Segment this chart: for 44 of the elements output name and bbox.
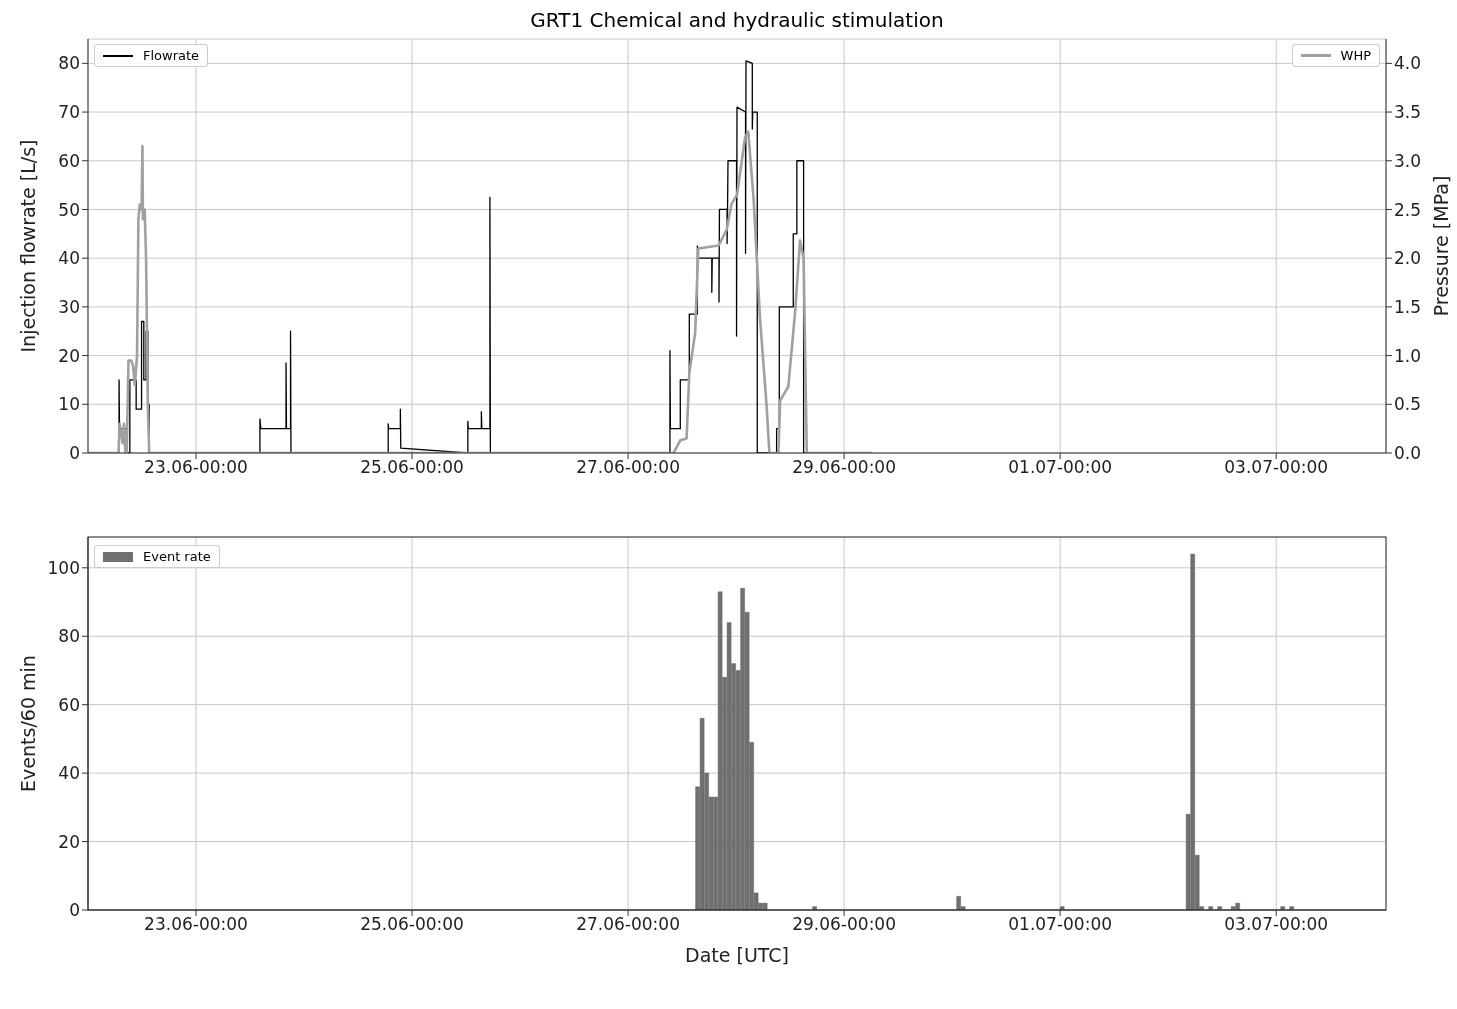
y2-tick-label: 0.0 xyxy=(1394,443,1422,464)
x-tick-label: 23.06-00:00 xyxy=(144,457,248,478)
y-tick-label: 40 xyxy=(58,248,80,269)
y2-tick-label: 1.0 xyxy=(1394,345,1422,366)
y2-tick-label: 1.5 xyxy=(1394,296,1422,317)
y-tick-label: 50 xyxy=(58,199,80,220)
x-tick-label: 27.06-00:00 xyxy=(576,914,680,935)
y-tick-label: 20 xyxy=(58,345,80,366)
x-tick-label: 03.07-00:00 xyxy=(1224,457,1329,478)
legend-label: WHP xyxy=(1340,48,1371,63)
y-tick-label: 80 xyxy=(58,626,80,647)
x-tick-label: 29.06-00:00 xyxy=(792,914,897,935)
x-tick-label: 25.06-00:00 xyxy=(360,914,464,935)
x-tick-label: 01.07-00:00 xyxy=(1008,457,1113,478)
y-tick-label: 10 xyxy=(58,394,80,415)
y2-tick-label: 2.5 xyxy=(1394,199,1422,220)
chart-title: GRT1 Chemical and hydraulic stimulation xyxy=(529,8,945,34)
y-tick-label: 40 xyxy=(58,763,80,784)
y-tick-label: 100 xyxy=(47,557,80,578)
y-tick-label: 60 xyxy=(58,694,80,715)
y-tick-label: 0 xyxy=(69,900,80,921)
x-axis-title: Date [UTC] xyxy=(685,944,789,966)
y-axis-title: Injection flowrate [L/s] xyxy=(17,139,39,353)
legend-label: Event rate xyxy=(143,549,211,564)
y2-tick-label: 0.5 xyxy=(1394,394,1422,415)
y-tick-label: 80 xyxy=(58,53,80,74)
y-axis-title: Events/60 min xyxy=(17,655,39,792)
y-tick-label: 70 xyxy=(58,102,80,123)
y2-tick-label: 2.0 xyxy=(1394,248,1422,269)
x-tick-label: 27.06-00:00 xyxy=(576,457,680,478)
y-tick-label: 60 xyxy=(58,150,80,171)
x-tick-label: 03.07-00:00 xyxy=(1224,914,1329,935)
x-tick-label: 25.06-00:00 xyxy=(360,457,464,478)
y2-axis-title: Pressure [MPa] xyxy=(1430,175,1452,317)
x-tick-label: 29.06-00:00 xyxy=(792,457,897,478)
legend-label: Flowrate xyxy=(143,48,200,63)
y-tick-label: 0 xyxy=(69,443,80,464)
y-tick-label: 20 xyxy=(58,831,80,852)
y2-tick-label: 3.0 xyxy=(1394,150,1422,171)
y2-tick-label: 3.5 xyxy=(1394,102,1422,123)
y2-tick-label: 4.0 xyxy=(1394,53,1422,74)
y-tick-label: 30 xyxy=(58,296,80,317)
x-tick-label: 23.06-00:00 xyxy=(144,914,248,935)
x-tick-label: 01.07-00:00 xyxy=(1008,914,1113,935)
